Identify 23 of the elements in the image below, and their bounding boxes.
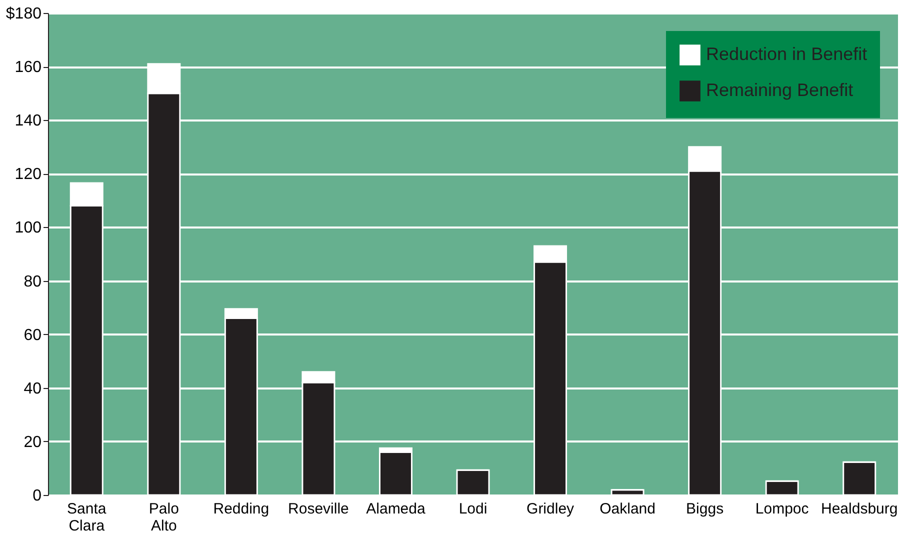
y-tick-label: 100 bbox=[14, 220, 42, 237]
legend-label: Remaining Benefit bbox=[706, 80, 854, 100]
y-tick-label: 20 bbox=[24, 434, 42, 451]
x-tick-label: Santa Clara bbox=[67, 500, 107, 534]
x-tick-label: Gridley bbox=[526, 500, 575, 518]
y-tick-label: 140 bbox=[14, 112, 42, 130]
x-tick-label: Biggs bbox=[686, 500, 724, 518]
y-tick-label: 40 bbox=[24, 380, 42, 398]
x-tick-label: Lodi bbox=[458, 500, 488, 518]
y-tick-label: 0 bbox=[32, 488, 42, 504]
y-tick-label: 80 bbox=[24, 273, 42, 290]
x-tick-label: Oakland bbox=[600, 500, 656, 518]
x-tick-label: Alameda bbox=[366, 500, 426, 518]
y-tick-label: 60 bbox=[24, 326, 42, 344]
y-tick-label: 160 bbox=[14, 59, 42, 76]
y-tick-label: 120 bbox=[14, 166, 42, 184]
y-tick-label: $180 bbox=[6, 6, 42, 22]
x-tick-label: Palo Alto bbox=[148, 500, 179, 534]
legend-label: Reduction in Benefit bbox=[706, 44, 868, 64]
x-tick-label: Redding bbox=[213, 500, 270, 518]
x-tick-label: Lompoc bbox=[755, 500, 810, 518]
x-tick-label: Healdsburg bbox=[821, 500, 898, 518]
x-tick-label: Roseville bbox=[288, 500, 349, 518]
